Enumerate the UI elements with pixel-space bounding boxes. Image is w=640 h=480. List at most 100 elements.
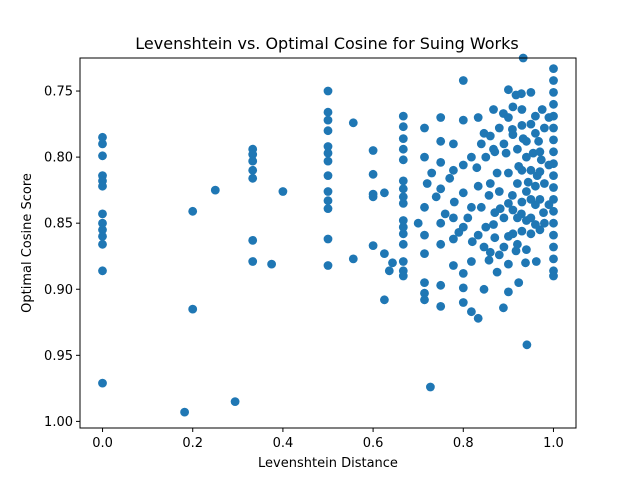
scatter-point	[549, 147, 558, 157]
scatter-point	[549, 230, 558, 240]
scatter-point	[323, 142, 333, 151]
y-tick-label: 1.00	[44, 415, 73, 430]
scatter-point	[479, 284, 489, 294]
scatter-point	[449, 165, 458, 175]
scatter-point	[398, 111, 408, 121]
scatter-point	[436, 184, 446, 194]
scatter-point	[481, 222, 491, 232]
scatter-point	[398, 239, 408, 249]
scatter-point	[467, 257, 476, 266]
scatter-point	[180, 407, 190, 417]
scatter-point	[473, 181, 483, 191]
scatter-point	[485, 247, 495, 257]
scatter-point	[511, 246, 521, 256]
scatter-point	[380, 295, 389, 305]
scatter-point	[526, 213, 536, 223]
scatter-point	[523, 177, 533, 187]
scatter-point	[467, 307, 476, 317]
scatter-point	[489, 105, 498, 114]
scatter-point	[517, 89, 526, 99]
scatter-point	[549, 99, 558, 109]
scatter-point	[508, 205, 518, 215]
scatter-point	[398, 144, 408, 154]
scatter-point	[513, 179, 522, 188]
scatter-point	[431, 192, 441, 202]
scatter-point	[508, 102, 518, 112]
scatter-point	[323, 115, 333, 125]
scatter-point	[481, 152, 491, 162]
scatter-point	[248, 257, 258, 266]
scatter-point	[514, 278, 524, 287]
scatter-point	[458, 298, 468, 307]
scatter-point	[549, 76, 558, 85]
scatter-point	[398, 199, 408, 208]
scatter-point	[420, 295, 429, 305]
scatter-point	[248, 173, 258, 183]
scatter-point	[449, 197, 459, 207]
chart-title: Levenshtein vs. Optimal Cosine for Suing…	[135, 34, 518, 53]
points-layer	[98, 53, 558, 417]
scatter-point	[436, 280, 446, 290]
scatter-point	[248, 165, 258, 175]
scatter-point	[348, 254, 358, 264]
scatter-point	[472, 163, 482, 173]
scatter-point	[436, 239, 446, 249]
scatter-point	[499, 139, 509, 149]
scatter-point	[436, 158, 446, 167]
scatter-point	[476, 139, 486, 149]
scatter-point	[98, 239, 107, 249]
scatter-point	[528, 148, 538, 158]
scatter-point	[490, 233, 500, 243]
scatter-point	[323, 196, 333, 206]
scatter-point	[368, 146, 378, 155]
scatter-point	[549, 242, 558, 252]
x-tick-label: 0.4	[273, 436, 294, 451]
scatter-point	[368, 192, 378, 202]
scatter-point	[473, 113, 483, 122]
scatter-point	[504, 168, 513, 178]
scatter-point	[549, 123, 558, 133]
scatter-point	[535, 167, 545, 177]
scatter-point	[531, 181, 540, 191]
scatter-point	[420, 152, 429, 162]
scatter-point	[420, 202, 429, 212]
scatter-point	[436, 136, 446, 146]
scatter-point	[517, 121, 527, 130]
scatter-point	[522, 187, 531, 196]
scatter-point	[499, 242, 509, 252]
scatter-point	[98, 378, 107, 388]
scatter-point	[323, 171, 333, 181]
scatter-point	[449, 213, 458, 223]
scatter-point	[323, 204, 333, 214]
scatter-point	[398, 229, 408, 239]
scatter-point	[440, 209, 450, 219]
x-tick-label: 0.2	[182, 436, 203, 451]
scatter-point	[489, 220, 498, 229]
scatter-point	[458, 269, 468, 278]
scatter-point	[526, 119, 536, 129]
scatter-point	[368, 241, 378, 251]
scatter-point	[98, 132, 107, 142]
scatter-point	[188, 304, 198, 314]
scatter-point	[517, 226, 527, 236]
scatter-point	[517, 105, 527, 114]
scatter-point	[267, 259, 276, 269]
scatter-point	[449, 234, 458, 244]
y-tick-label: 0.85	[44, 217, 73, 232]
scatter-point	[479, 242, 489, 252]
scatter-point	[98, 225, 107, 235]
scatter-point	[436, 113, 446, 122]
scatter-point	[98, 151, 107, 161]
x-axis-label: Levenshtein Distance	[258, 456, 398, 471]
scatter-point	[549, 206, 558, 216]
scatter-point	[485, 131, 495, 141]
scatter-point	[323, 156, 333, 166]
scatter-point	[508, 191, 517, 200]
scatter-point	[549, 218, 558, 228]
scatter-point	[398, 155, 408, 165]
scatter-point	[248, 236, 258, 245]
scatter-point	[539, 208, 548, 218]
scatter-point	[513, 213, 522, 223]
scatter-point	[531, 128, 540, 138]
scatter-point	[549, 183, 558, 192]
